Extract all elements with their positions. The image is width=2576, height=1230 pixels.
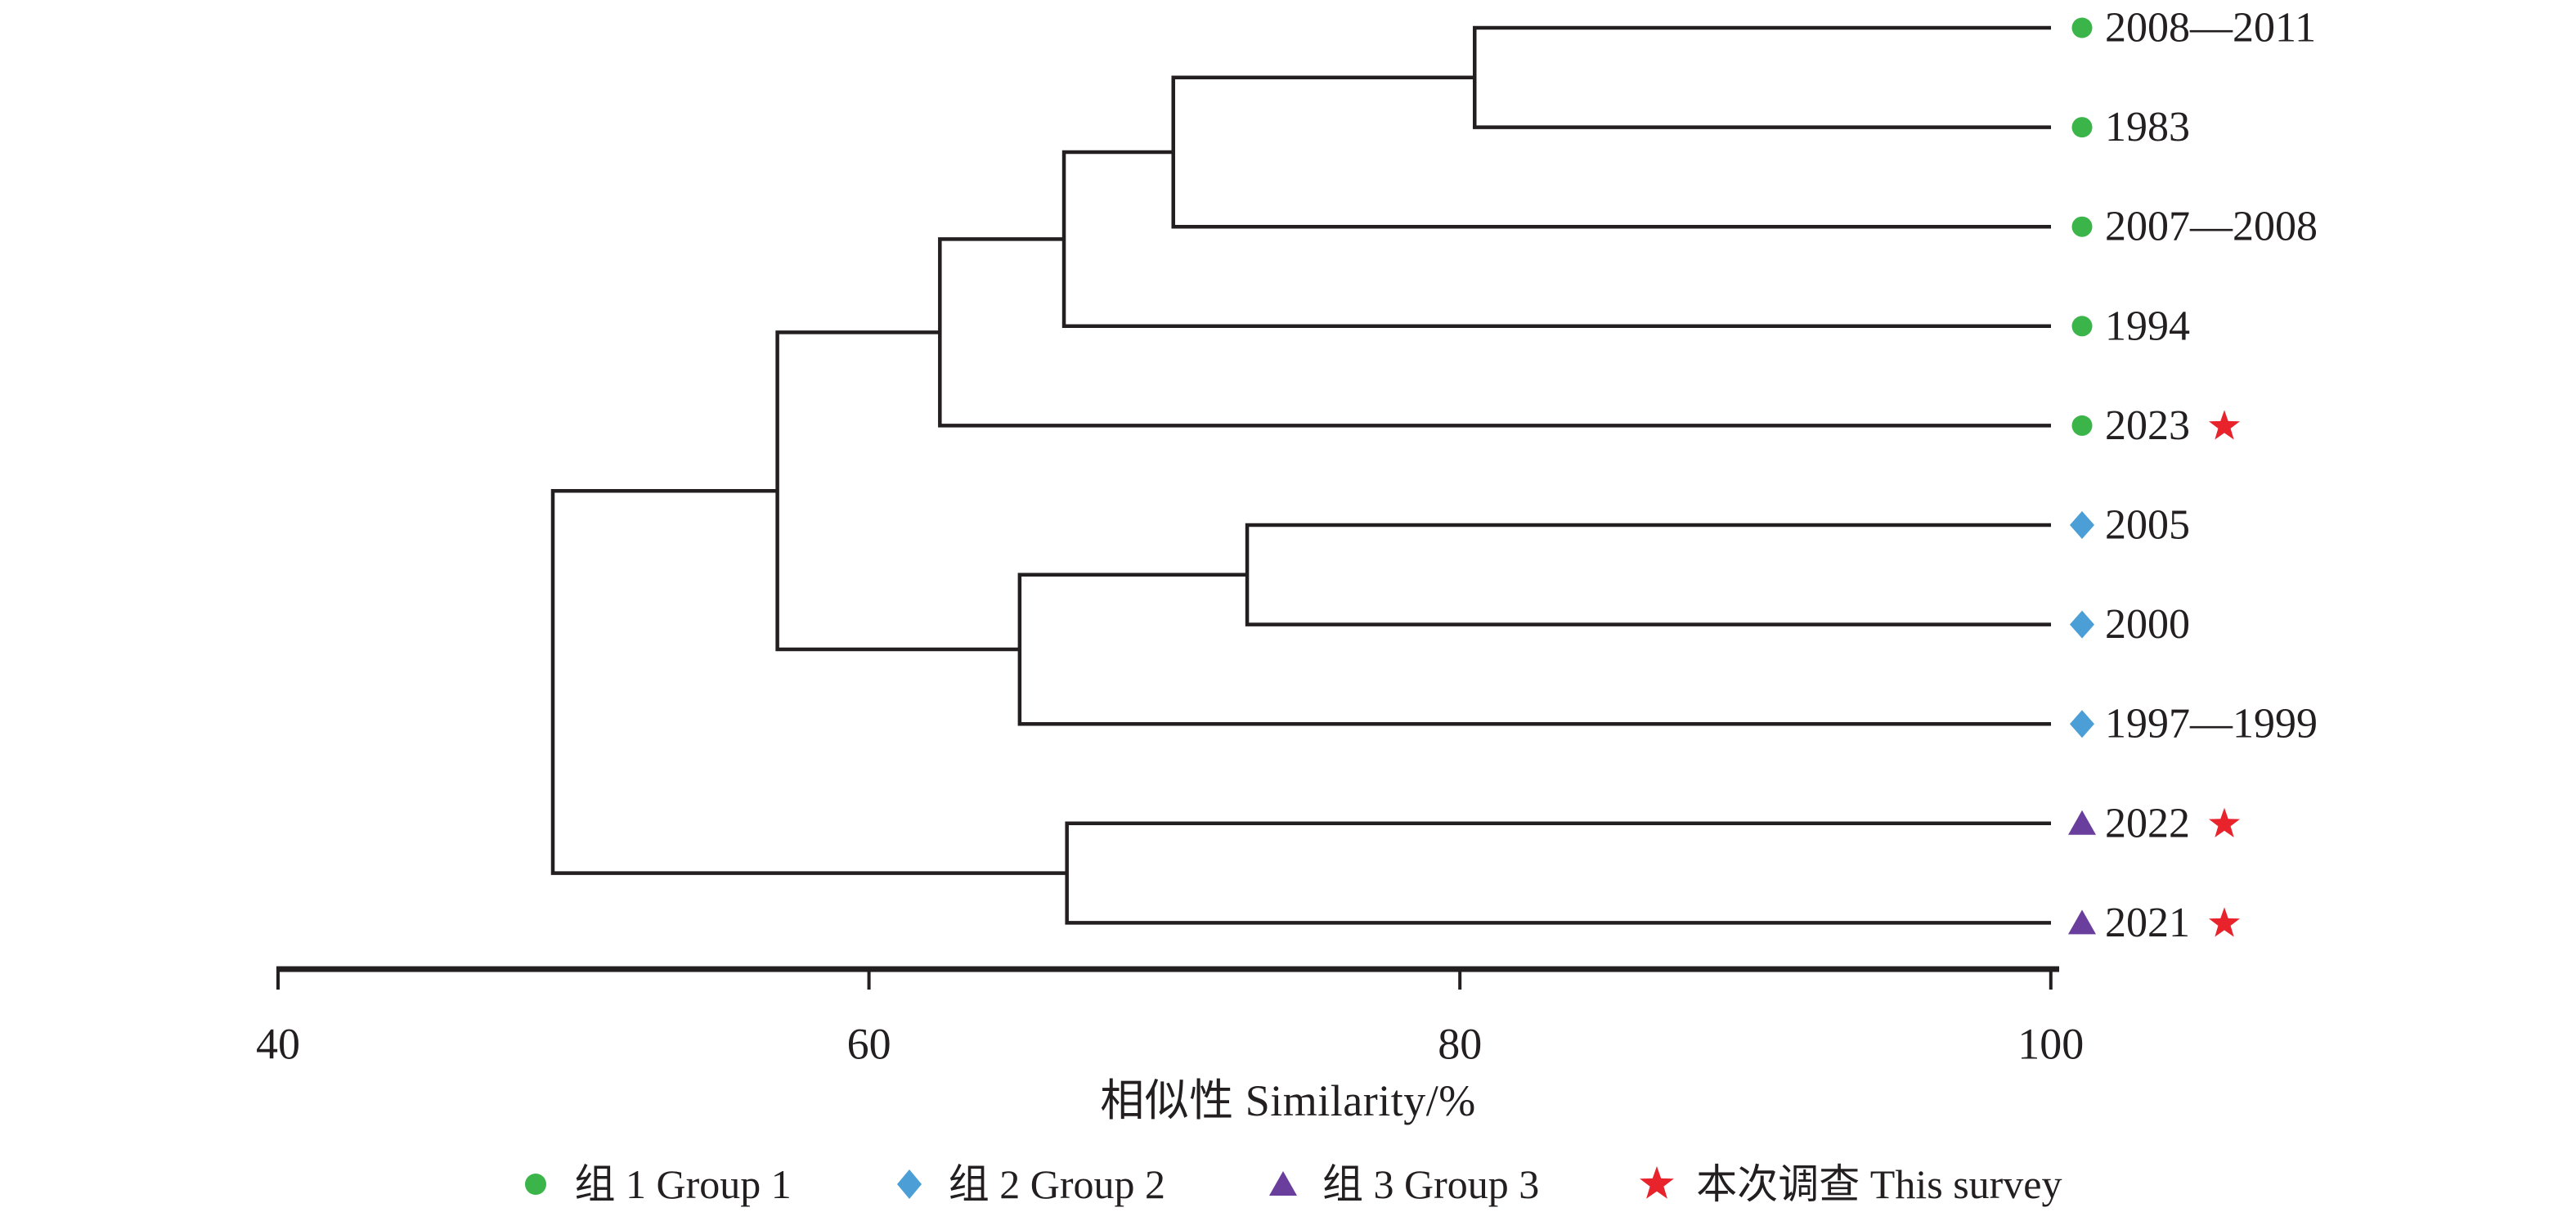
tree-edge	[1245, 523, 2051, 626]
leaf-label: 1983	[2105, 104, 2190, 150]
tree-edge	[1017, 572, 2051, 726]
legend-item-0: 组 1 Group 1	[514, 1161, 792, 1207]
legend-label: 组 1 Group 1	[574, 1161, 792, 1207]
legend-star-shape	[1640, 1166, 1675, 1199]
legend-triangle-icon	[1269, 1171, 1298, 1196]
leaf-label: 2021	[2105, 900, 2190, 946]
legend-diamond-shape	[896, 1169, 922, 1199]
tree-edge	[938, 237, 2051, 428]
leaf-marker-group1-circle-icon	[2071, 117, 2093, 138]
x-axis-tick-label: 100	[2017, 1019, 2084, 1068]
x-axis-title: 相似性 Similarity/%	[1100, 1076, 1476, 1125]
leaf-marker-group2-diamond-icon	[2070, 610, 2094, 639]
leaf-marker-group2-diamond-icon	[2070, 511, 2094, 539]
survey-star-icon	[2209, 410, 2240, 440]
tree-edge	[1061, 150, 2051, 329]
legend-circle-icon	[524, 1174, 546, 1195]
leaf-marker-group1-circle-icon	[2071, 316, 2093, 337]
survey-star-icon	[2209, 907, 2240, 937]
x-axis-tick-label: 60	[847, 1019, 891, 1068]
leaf-marker-group3-triangle-icon	[2068, 909, 2096, 935]
leaf-marker-group1-circle-icon	[2071, 216, 2093, 237]
leaf-label: 2023	[2105, 402, 2190, 449]
leaf-label: 1997—1999	[2105, 701, 2318, 747]
leaf-marker-group1-circle-icon	[2071, 415, 2093, 436]
legend-item-2: 组 3 Group 3	[1262, 1161, 1539, 1207]
leaf-label: 2022	[2105, 800, 2190, 846]
leaf-label: 2000	[2105, 601, 2190, 648]
tree-edge	[1171, 75, 2051, 229]
legend: 组 1 Group 1 组 2 Group 2 组 3 Group 3 本次调查 Th…	[0, 1161, 2576, 1207]
tree-edge	[1473, 25, 2051, 129]
legend-triangle-shape	[1269, 1171, 1298, 1196]
legend-circle-shape	[524, 1174, 546, 1195]
leaf-label: 2007—2008	[2105, 204, 2318, 250]
legend-item-1: 组 2 Group 2	[888, 1161, 1165, 1207]
x-axis-tick-label: 40	[256, 1019, 300, 1068]
leaf-marker-group2-diamond-icon	[2070, 710, 2094, 738]
legend-diamond-icon	[896, 1169, 922, 1199]
legend-label: 组 2 Group 2	[948, 1161, 1166, 1207]
tree-edge	[550, 488, 1067, 875]
x-axis-tick-label: 80	[1438, 1019, 1482, 1068]
legend-label: 本次调查 This survey	[1696, 1161, 2062, 1207]
legend-label: 组 3 Group 3	[1322, 1161, 1540, 1207]
leaf-label: 2005	[2105, 502, 2190, 549]
leaf-label: 2008—2011	[2105, 5, 2316, 52]
legend-star-icon	[1640, 1166, 1675, 1199]
tree-edge	[775, 330, 1020, 652]
leaf-label: 1994	[2105, 303, 2190, 349]
leaf-marker-group3-triangle-icon	[2068, 810, 2096, 835]
tree-edge	[1065, 821, 2051, 925]
leaf-marker-group1-circle-icon	[2071, 17, 2093, 38]
legend-item-3: 本次调查 This survey	[1636, 1161, 2062, 1207]
survey-star-icon	[2209, 807, 2240, 837]
